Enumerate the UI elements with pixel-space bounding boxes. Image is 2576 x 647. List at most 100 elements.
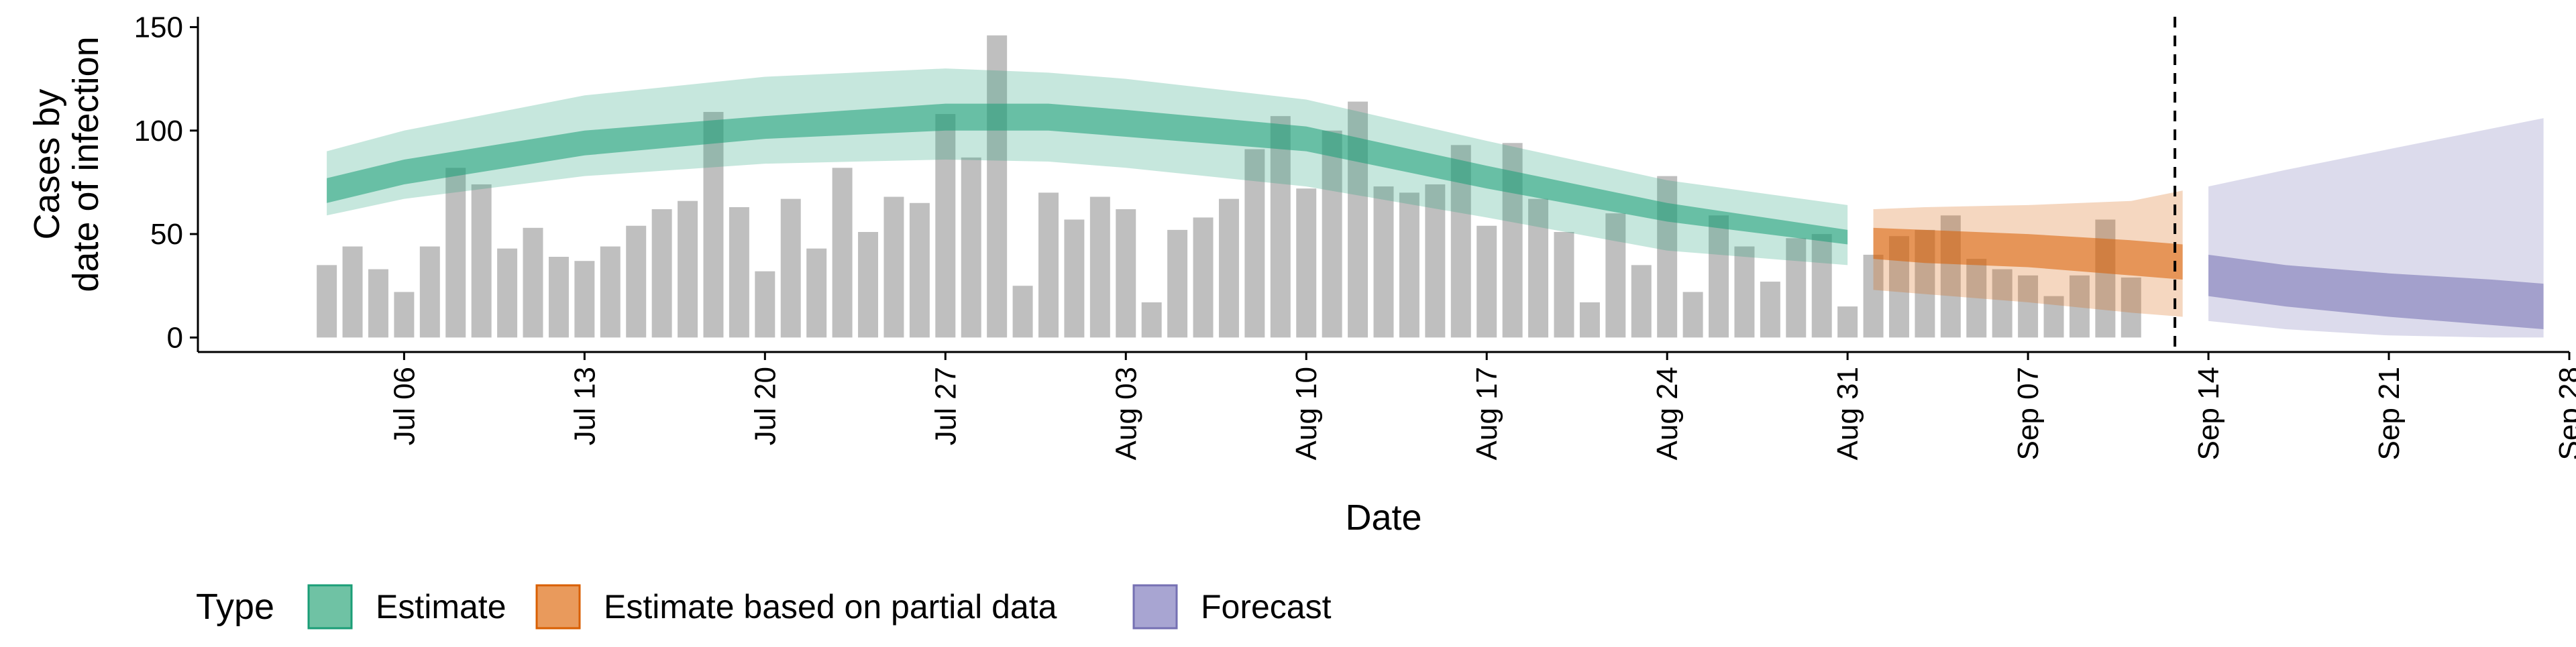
bar xyxy=(419,246,440,338)
bar xyxy=(1296,188,1317,338)
bar xyxy=(755,271,775,338)
x-tick-label: Aug 24 xyxy=(1651,367,1684,460)
x-tick-label: Aug 17 xyxy=(1470,367,1503,460)
bar xyxy=(1270,116,1291,338)
legend-label: Estimate xyxy=(376,588,506,626)
bar xyxy=(2043,296,2064,338)
bar xyxy=(1966,259,1987,338)
y-tick-label: 100 xyxy=(134,115,183,148)
legend-title: Type xyxy=(196,587,274,627)
x-axis-title: Date xyxy=(1345,497,1421,538)
legend-key xyxy=(307,584,353,630)
x-tick-label: Jul 06 xyxy=(388,367,421,445)
bar xyxy=(1837,306,1858,338)
bar xyxy=(1811,234,1832,338)
bar xyxy=(1992,269,2012,338)
bar xyxy=(1193,217,1214,338)
bar xyxy=(342,246,363,338)
bar xyxy=(961,157,981,338)
bar xyxy=(394,292,415,338)
bar xyxy=(574,261,595,338)
bar xyxy=(368,269,388,338)
bar xyxy=(1477,225,1497,338)
y-tick-label: 150 xyxy=(134,11,183,44)
band-inner xyxy=(327,103,1848,245)
bar xyxy=(1218,198,1239,338)
x-tick-label: Jul 20 xyxy=(749,367,782,445)
x-tick-label: Jul 13 xyxy=(568,367,601,445)
bar xyxy=(2121,277,2141,338)
bar xyxy=(1605,213,1626,338)
bar xyxy=(471,184,492,338)
y-axis-title-line2: date of infection xyxy=(66,36,106,292)
bar xyxy=(2018,275,2039,338)
bar xyxy=(1322,130,1342,338)
bar xyxy=(1167,229,1188,338)
bar xyxy=(935,114,956,338)
bar xyxy=(832,168,853,338)
bar xyxy=(1141,302,1162,338)
bar xyxy=(1064,219,1085,338)
bar xyxy=(1528,198,1549,338)
bar xyxy=(523,227,543,338)
legend-label: Forecast xyxy=(1201,588,1332,626)
bar xyxy=(651,209,672,338)
bar xyxy=(1786,238,1807,338)
legend-key xyxy=(535,584,581,630)
bands-layer xyxy=(327,68,2544,338)
x-tick-label: Sep 21 xyxy=(2373,367,2406,460)
legend: Type Estimate Estimate based on partial da… xyxy=(196,584,1332,630)
bar xyxy=(780,198,801,338)
bar xyxy=(445,168,466,338)
bar xyxy=(600,246,621,338)
band-inner xyxy=(1873,227,2183,280)
bar xyxy=(678,200,698,338)
bar xyxy=(626,225,647,338)
bar xyxy=(317,265,337,338)
y-tick-label: 50 xyxy=(150,218,183,251)
bar xyxy=(1554,231,1574,338)
axes-layer: 0 50 100 150 Jul 06 Jul 13 Jul 20 Jul 27 Aug 03 A… xyxy=(27,11,2576,538)
bar xyxy=(1709,215,1729,338)
bar xyxy=(1038,192,1059,338)
x-tick-label: Sep 07 xyxy=(2012,367,2045,460)
bar xyxy=(729,207,749,338)
band-inner xyxy=(2208,254,2544,330)
bar xyxy=(1760,282,1780,338)
y-tick-label: 0 xyxy=(167,321,183,354)
bar xyxy=(2069,275,2090,338)
bar xyxy=(497,248,518,338)
bar xyxy=(987,35,1008,338)
bar xyxy=(1734,246,1755,338)
bar xyxy=(1373,186,1394,338)
bar xyxy=(1863,254,1884,338)
x-tick-label: Aug 10 xyxy=(1290,367,1323,460)
bar xyxy=(883,196,904,338)
bar xyxy=(1631,265,1652,338)
bar xyxy=(1399,192,1419,338)
bar xyxy=(548,257,569,338)
legend-label: Estimate based on partial data xyxy=(604,588,1057,626)
bar xyxy=(1682,292,1703,338)
x-tick-label: Aug 03 xyxy=(1110,367,1142,460)
band-outer xyxy=(327,68,1848,266)
bar xyxy=(909,202,930,338)
x-tick-label: Sep 14 xyxy=(2192,367,2225,460)
bar xyxy=(858,231,879,338)
bar xyxy=(1244,149,1265,338)
bars-layer xyxy=(317,35,2141,338)
bar xyxy=(703,111,724,338)
x-tick-label: Aug 31 xyxy=(1831,367,1864,460)
bar xyxy=(1089,196,1110,338)
legend-key xyxy=(1132,584,1178,630)
x-tick-label: Jul 27 xyxy=(929,367,962,445)
x-tick-label: Sep 28 xyxy=(2553,367,2576,460)
bar xyxy=(1012,286,1033,338)
bar xyxy=(806,248,827,338)
bar xyxy=(1579,302,1600,338)
y-axis-title-line1: Cases by xyxy=(27,89,67,239)
bar xyxy=(1116,209,1136,338)
bar xyxy=(1425,184,1446,338)
